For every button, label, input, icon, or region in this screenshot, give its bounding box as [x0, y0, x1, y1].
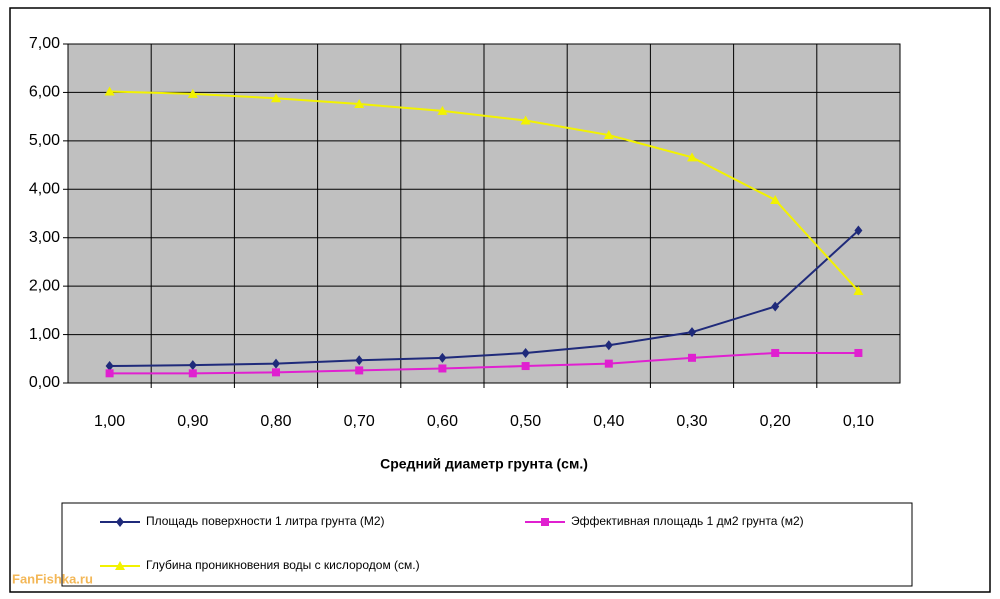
x-tick-label: 0,60	[427, 413, 458, 430]
data-point	[771, 301, 780, 312]
data-point	[604, 359, 613, 368]
data-point	[771, 348, 780, 357]
data-point	[438, 364, 447, 373]
data-point	[104, 86, 115, 96]
x-tick-label: 1,00	[94, 413, 125, 430]
data-point	[853, 285, 864, 295]
data-point	[520, 115, 531, 125]
data-point	[188, 369, 197, 378]
legend	[61, 502, 913, 587]
data-point	[687, 152, 697, 162]
data-point	[770, 194, 781, 204]
data-point	[354, 99, 365, 109]
y-tick-label: 1,00	[29, 326, 60, 343]
data-point	[688, 353, 696, 362]
x-axis-title: Средний диаметр грунта (см.)	[380, 456, 588, 472]
y-tick-label: 4,00	[29, 181, 60, 198]
series-line	[109, 90, 860, 292]
data-point	[603, 130, 614, 140]
y-tick-label: 2,00	[29, 277, 60, 294]
y-tick-label: 5,00	[29, 132, 60, 149]
y-tick-label: 0,00	[29, 374, 60, 391]
x-tick-label: 0,70	[344, 413, 375, 430]
data-point	[272, 358, 280, 369]
data-point	[355, 366, 364, 375]
x-tick-label: 0,90	[177, 413, 208, 430]
x-tick-label: 0,50	[510, 413, 541, 430]
legend-label: Эффективная площадь 1 дм2 грунта (м2)	[571, 514, 804, 528]
legend-label: Площадь поверхности 1 литра грунта (М2)	[146, 514, 385, 528]
y-tick-label: 7,00	[29, 35, 60, 52]
data-point	[187, 88, 198, 98]
legend-marker	[116, 517, 124, 527]
data-point	[188, 360, 197, 371]
data-point	[437, 105, 448, 115]
data-point	[521, 347, 530, 358]
x-tick-label: 0,40	[593, 413, 624, 430]
data-point	[688, 327, 696, 338]
data-point	[521, 362, 530, 371]
series-line	[109, 229, 860, 368]
data-point	[854, 225, 863, 236]
data-point	[105, 361, 114, 372]
x-tick-label: 0,20	[760, 413, 791, 430]
x-tick-label: 0,10	[843, 413, 874, 430]
data-point	[604, 340, 613, 351]
x-tick-label: 0,30	[676, 413, 707, 430]
data-point	[271, 93, 281, 103]
legend-marker	[541, 518, 549, 526]
y-tick-label: 6,00	[29, 84, 60, 101]
watermark: FanFishka.ru	[12, 571, 93, 586]
data-point	[272, 368, 280, 377]
legend-marker	[115, 561, 125, 570]
x-tick-label: 0,80	[260, 413, 291, 430]
legend-label: Глубина проникновения воды с кислородом …	[146, 558, 420, 572]
data-point	[854, 348, 863, 357]
data-point	[105, 369, 114, 378]
data-point	[355, 355, 364, 366]
data-point	[438, 352, 447, 363]
series-line	[109, 351, 859, 375]
y-tick-label: 3,00	[29, 229, 60, 246]
